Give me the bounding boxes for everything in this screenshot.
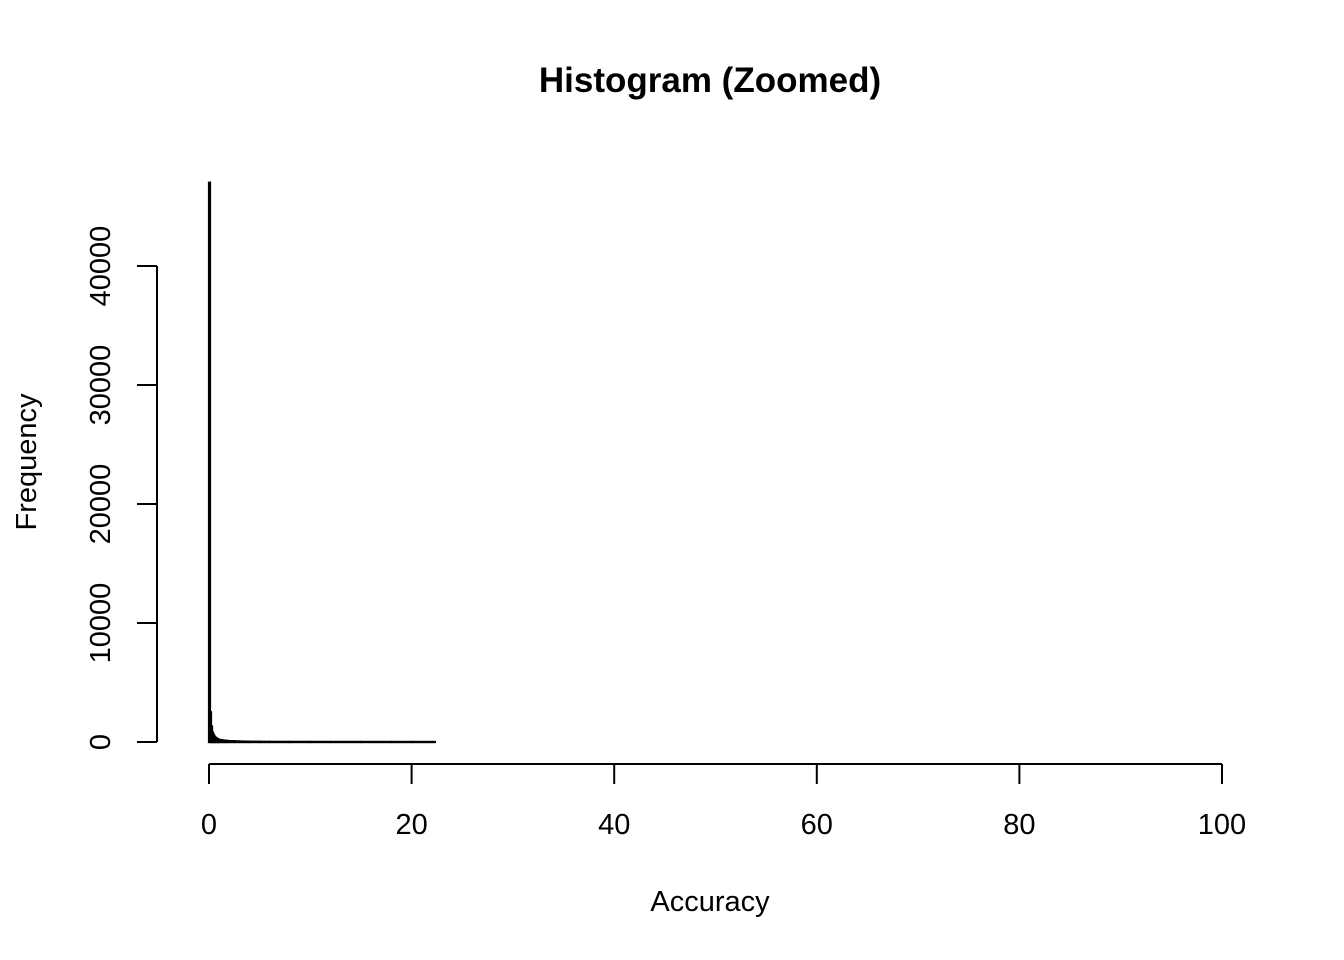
x-tick-label: 20	[395, 809, 427, 841]
y-tick-label: 10000	[85, 583, 117, 664]
x-tick-label: 80	[1003, 809, 1035, 841]
x-axis: 0 20 40 60 80 100	[201, 763, 1246, 841]
y-tick-label: 20000	[85, 464, 117, 545]
x-axis-label: Accuracy	[650, 886, 770, 918]
x-tick-label: 40	[598, 809, 630, 841]
x-tick-label: 60	[801, 809, 833, 841]
x-tick-label: 0	[201, 809, 217, 841]
y-axis-label: Frequency	[11, 393, 43, 531]
y-tick-label: 0	[85, 734, 117, 750]
histogram-bars	[207, 181, 436, 744]
chart-title: Histogram (Zoomed)	[539, 61, 881, 100]
y-tick-label: 30000	[85, 345, 117, 426]
histogram-bar	[207, 181, 212, 744]
y-axis: 0 10000 20000 30000 40000	[85, 226, 158, 750]
x-tick-label: 100	[1198, 809, 1246, 841]
y-tick-label: 40000	[85, 226, 117, 307]
